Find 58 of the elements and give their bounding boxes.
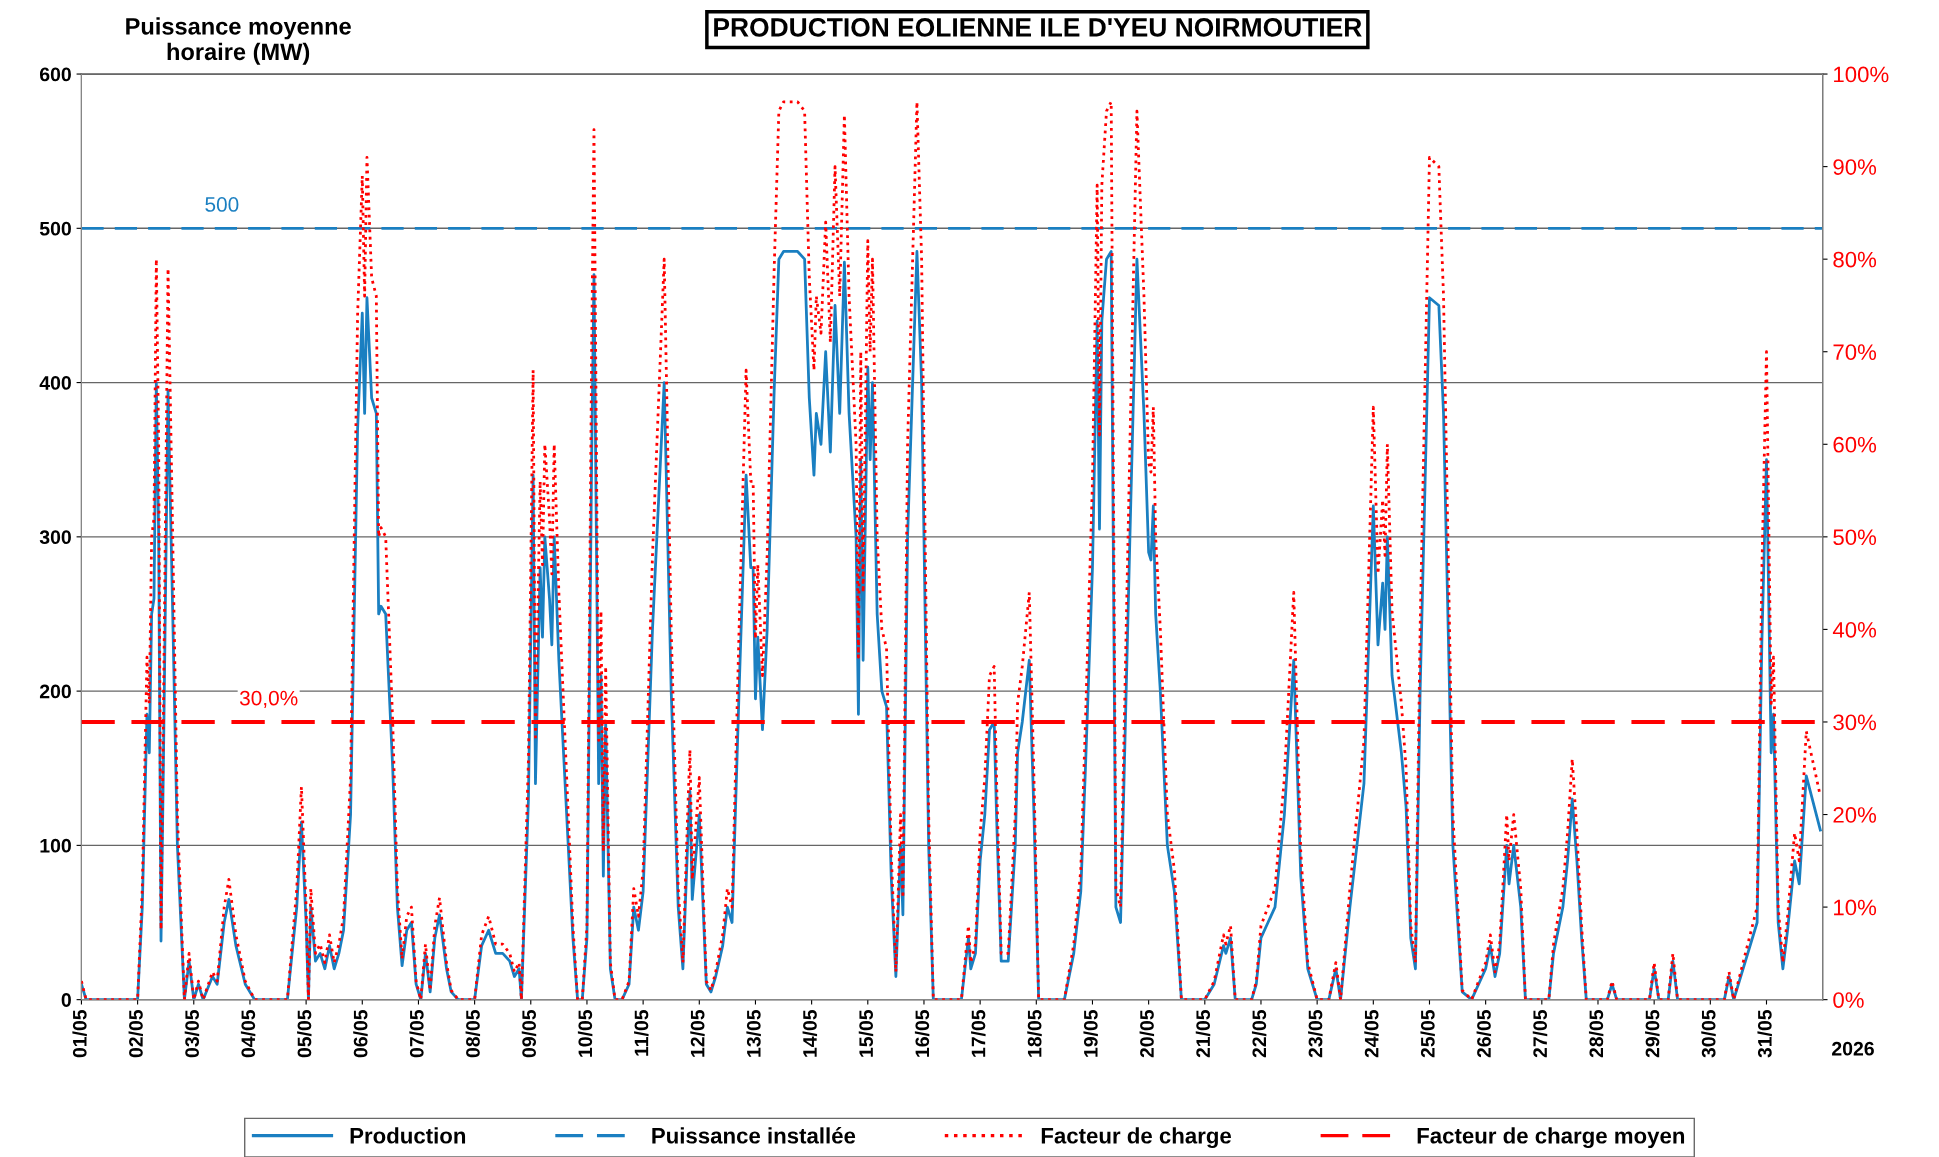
x-tick-label: 23/05 [1308,1009,1323,1058]
x-tick-label: 21/05 [1195,1009,1211,1058]
x-tick-label: 09/05 [521,1009,537,1058]
x-tick-label: 03/05 [184,1009,200,1058]
x-tick-label: 29/05 [1645,1009,1660,1058]
x-tick-label: 08/05 [465,1009,481,1058]
x-tick-label: 28/05 [1588,1009,1604,1058]
x-tick-label: 02/05 [128,1009,144,1058]
chart-title: PRODUCTION EOLIENNE ILE D'YEU NOIRMOUTIER [714,18,1362,37]
x-tick-label: 17/05 [971,1009,986,1057]
x-tick-label: 06/05 [353,1009,368,1058]
x-tick-label: 27/05 [1532,1009,1548,1058]
x-tick-label: 30/05 [1701,1009,1716,1058]
y-tick-label: 300 [39,530,71,545]
y-tick-label: 600 [39,67,71,82]
x-tick-label: 25/05 [1420,1009,1435,1058]
legend-label: Puissance installée [652,1127,856,1144]
y2-tick-label: 70% [1833,344,1877,360]
y-tick-label: 500 [39,221,71,236]
x-tick-label: 04/05 [240,1009,256,1058]
y-axis-title: Puissance moyenne horaire (MW) [126,17,351,65]
x-tick-label: 22/05 [1251,1009,1267,1058]
x-tick-label: 16/05 [914,1009,930,1057]
x-tick-label: 11/05 [634,1009,649,1056]
x-tick-label: 10/05 [577,1009,593,1057]
y-tick-label: 100 [40,838,71,853]
legend-label: Production [350,1127,466,1144]
annotation: 30,0% [239,690,298,708]
y2-tick-label: 90% [1833,159,1877,175]
x-tick-label: 20/05 [1139,1009,1155,1058]
x-axis-title: 2026 [1832,1041,1874,1056]
y2-tick-label: 80% [1833,251,1877,268]
x-tick-label: 15/05 [858,1009,874,1057]
x-tick-label: 05/05 [297,1009,312,1058]
y2-tick-label: 40% [1832,621,1877,638]
y2-tick-label: 20% [1833,807,1877,823]
y2-tick-label: 60% [1833,436,1877,453]
x-tick-label: 01/05 [72,1009,87,1058]
y2-tick-label: 100% [1834,66,1889,83]
y-tick-label: 400 [39,376,71,390]
x-tick-label: 07/05 [409,1009,424,1058]
annotation: 500 [205,197,239,212]
legend-label: Facteur de charge moyen [1417,1127,1685,1149]
x-tick-label: 24/05 [1364,1009,1379,1058]
y-tick-label: 0 [61,993,71,1007]
x-tick-label: 19/05 [1083,1009,1098,1057]
x-tick-label: 12/05 [690,1009,705,1057]
y2-tick-label: 0% [1833,992,1864,1008]
x-tick-label: 26/05 [1476,1009,1492,1058]
x-tick-label: 31/05 [1757,1009,1772,1058]
x-tick-label: 14/05 [802,1009,818,1057]
y2-tick-label: 30% [1833,714,1877,731]
x-tick-label: 13/05 [746,1009,761,1057]
y2-tick-label: 50% [1833,529,1877,546]
y2-tick-label: 10% [1834,899,1877,916]
y-tick-label: 200 [39,684,71,699]
x-tick-label: 18/05 [1027,1009,1042,1057]
legend-label: Facteur de charge [1041,1127,1232,1149]
